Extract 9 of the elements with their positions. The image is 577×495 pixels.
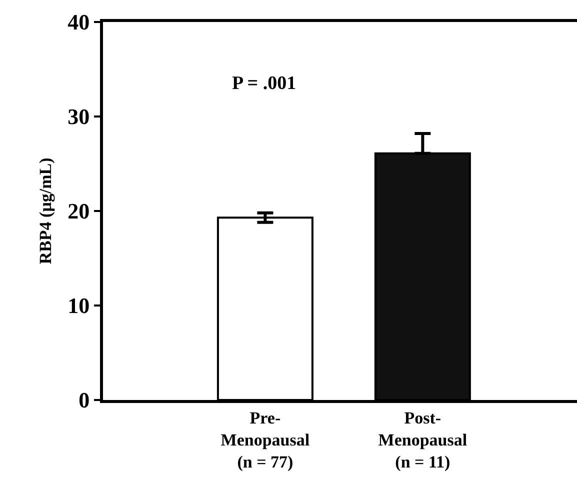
annotation: P = .001: [232, 73, 296, 94]
y-tick-label: 40: [68, 10, 90, 35]
x-tick-label: Post- Menopausal (n = 11): [378, 408, 468, 472]
y-tick-label: 10: [68, 293, 90, 318]
y-tick-label: 20: [68, 198, 90, 224]
y-axis-title: RBP4 (µg/mL): [36, 158, 56, 264]
y-tick-label: 30: [68, 104, 90, 130]
y-tick-label: 0: [78, 388, 90, 413]
x-tick-label: Pre- Menopausal (n = 77): [220, 408, 310, 472]
